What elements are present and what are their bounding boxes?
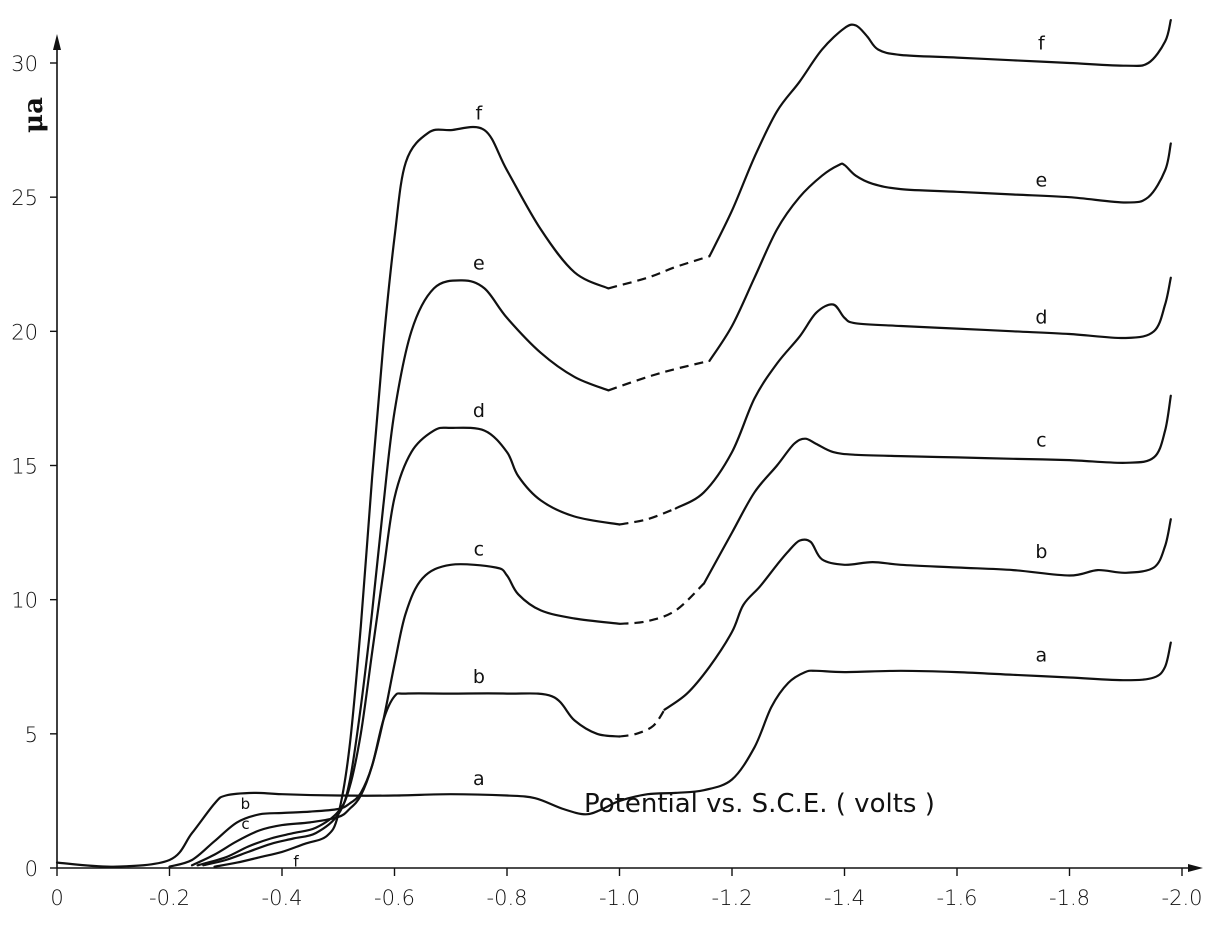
curve-label-c: c (1036, 430, 1046, 452)
x-tick-label: 0 (50, 886, 63, 910)
curve-label-a: a (473, 768, 485, 790)
series-b-dashed-segment (619, 709, 666, 738)
series-e-dashed-segment (607, 359, 710, 392)
series-c-dashed-segment (619, 582, 705, 625)
curve-label-d: d (1035, 306, 1047, 328)
curve-label-b: b (473, 666, 485, 688)
x-axis-arrow (1188, 864, 1203, 872)
curve-label-small-c: c (241, 815, 249, 833)
y-tick-label: 20 (11, 320, 38, 344)
series-c-line-upper (702, 394, 1172, 585)
y-tick-label: 5 (25, 723, 38, 747)
x-tick-label: -1.0 (599, 886, 640, 910)
y-axis-ticks: 0 5 10 15 20 25 30 (11, 52, 57, 881)
curve-label-small-b: b (241, 795, 251, 813)
x-tick-label: -1.8 (1049, 886, 1090, 910)
x-tick-label: -2.0 (1162, 886, 1203, 910)
x-tick-label: -1.6 (937, 886, 978, 910)
series-e-line-upper (708, 142, 1172, 362)
series-layer (55, 19, 1172, 868)
y-axis-arrow (53, 34, 61, 50)
y-tick-label: 15 (11, 455, 38, 479)
curve-label-f: f (1038, 33, 1046, 55)
curve-label-e: e (473, 253, 485, 275)
series-a-line (55, 641, 1172, 868)
series-f-line (213, 125, 610, 868)
curve-label-e: e (1036, 169, 1048, 191)
x-axis-label: Potential vs. S.C.E. ( volts ) (584, 789, 935, 819)
curve-label-c: c (474, 538, 484, 560)
series-d-line-upper (674, 276, 1172, 510)
y-axis-label: μa (19, 97, 49, 133)
series-e-line (202, 279, 610, 867)
series-c-line (190, 563, 621, 867)
curve-label-d: d (473, 400, 485, 422)
y-tick-label: 10 (11, 589, 38, 613)
series-f-dashed-segment (608, 255, 710, 290)
x-tick-label: -0.6 (374, 886, 415, 910)
x-tick-label: -1.2 (712, 886, 753, 910)
y-tick-label: 30 (11, 52, 38, 76)
y-tick-label: 25 (11, 186, 38, 210)
y-tick-label: 0 (25, 857, 38, 881)
series-f-line-upper (708, 19, 1172, 258)
series-b-line-upper (663, 518, 1172, 711)
curve-label-b: b (1035, 541, 1047, 563)
x-tick-label: -1.4 (824, 886, 865, 910)
x-tick-label: -0.4 (262, 886, 303, 910)
curve-label-a: a (1036, 644, 1048, 666)
curve-label-f: f (476, 102, 484, 124)
curve-label-small-f: f (293, 853, 299, 871)
x-tick-label: -0.8 (487, 886, 528, 910)
series-d-line (196, 426, 621, 867)
x-axis-ticks: 0 -0.2 -0.4 -0.6 -0.8 -1.0 -1.2 -1.4 -1.6 -1.8 -2.… (50, 868, 1202, 910)
x-tick-label: -0.2 (149, 886, 190, 910)
series-d-dashed-segment (619, 507, 677, 526)
